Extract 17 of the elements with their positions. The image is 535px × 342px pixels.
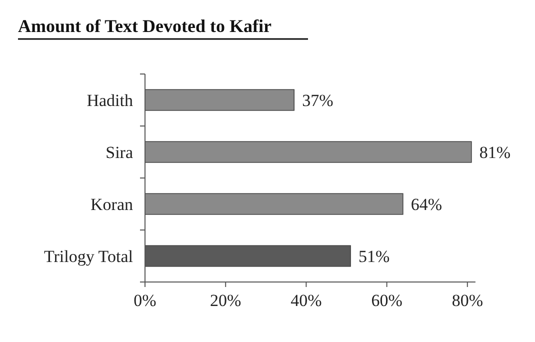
bar bbox=[144, 89, 295, 111]
data-label: 51% bbox=[358, 246, 390, 266]
x-tick-label: 60% bbox=[371, 291, 402, 310]
bar bbox=[144, 141, 472, 163]
y-tick-label: Koran bbox=[90, 194, 134, 214]
x-tick-label: 40% bbox=[290, 291, 322, 310]
y-tick-label: Hadith bbox=[86, 90, 134, 110]
bar bbox=[144, 193, 404, 215]
chart-title: Amount of Text Devoted to Kafir bbox=[18, 16, 272, 36]
data-label: 81% bbox=[479, 142, 511, 162]
data-label: 64% bbox=[410, 194, 442, 214]
y-tick-label: Sira bbox=[106, 142, 134, 162]
data-label: 37% bbox=[302, 90, 334, 110]
x-tick-label: 20% bbox=[210, 291, 242, 310]
x-tick-label: 0% bbox=[134, 291, 156, 310]
x-tick-label: 80% bbox=[452, 291, 483, 310]
y-tick-label: Trilogy Total bbox=[44, 246, 134, 266]
